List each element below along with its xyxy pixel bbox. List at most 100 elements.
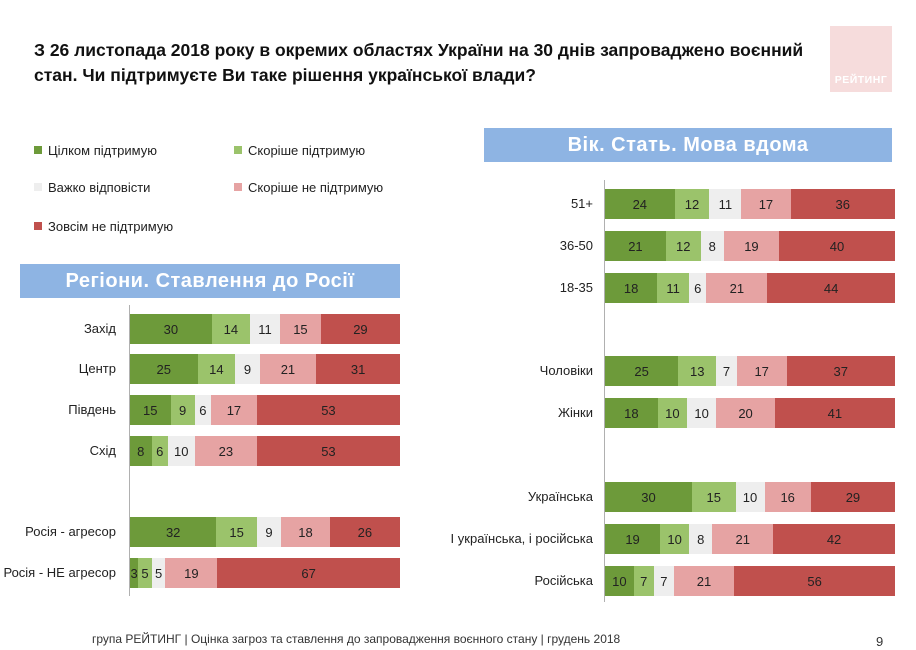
data-label: 42 <box>826 531 842 547</box>
data-label: 10 <box>665 405 680 421</box>
row-label: Захід <box>83 321 116 336</box>
bar-segment: 53 <box>256 395 400 425</box>
data-label: 21 <box>729 280 745 296</box>
bar-segment: 6 <box>689 273 707 303</box>
chart-axis <box>604 180 605 602</box>
bar-segment: 56 <box>734 566 895 596</box>
stacked-bar: 10 7 7 21 56 <box>605 566 895 596</box>
row-label: Схід <box>89 443 116 458</box>
data-label: 67 <box>301 565 316 581</box>
data-label: 8 <box>697 531 705 547</box>
bar-segment: 37 <box>786 356 895 386</box>
bar-segment: 11 <box>709 189 742 219</box>
data-label: 5 <box>154 565 163 581</box>
legend-item: Зовсім не підтримую <box>34 219 173 234</box>
bar-segment: 29 <box>320 314 400 344</box>
data-label: 26 <box>357 524 373 540</box>
data-label: 10 <box>612 573 627 589</box>
data-label: 21 <box>696 573 712 589</box>
row-label: Центр <box>78 361 116 376</box>
data-label: 31 <box>350 361 366 377</box>
bar-segment: 8 <box>130 436 152 466</box>
row-label: Українська <box>527 489 593 504</box>
logo-text: РЕЙТИНГ <box>834 74 888 86</box>
data-label: 14 <box>209 361 224 377</box>
data-label: 53 <box>321 443 336 459</box>
stacked-bar: 21 12 8 19 40 <box>605 231 895 261</box>
data-label: 7 <box>660 573 668 589</box>
legend-item: Важко відповісти <box>34 180 150 195</box>
row-label: 18-35 <box>559 280 593 295</box>
row-label: Жінки <box>557 405 593 420</box>
left-panel-header: Регіони. Ставлення до Росії <box>20 264 400 298</box>
bar-segment: 10 <box>657 398 687 428</box>
data-label: 9 <box>243 361 252 377</box>
bar-segment: 9 <box>235 354 260 384</box>
right-panel-header: Вік. Стать. Мова вдома <box>484 128 892 162</box>
bar-segment: 36 <box>790 189 895 219</box>
data-label: 20 <box>738 405 753 421</box>
bar-segment: 25 <box>605 356 679 386</box>
data-label: 14 <box>223 321 239 337</box>
data-label: 16 <box>780 489 795 505</box>
bar-segment: 14 <box>211 314 250 344</box>
data-label: 25 <box>634 363 649 379</box>
data-label: 41 <box>827 405 843 421</box>
bar-segment: 30 <box>605 482 692 512</box>
legend-swatch <box>34 146 42 154</box>
data-label: 15 <box>706 489 721 505</box>
data-label: 3 <box>130 565 138 581</box>
data-label: 13 <box>690 363 705 379</box>
bar-segment: 5 <box>151 558 166 588</box>
data-label: 23 <box>218 443 234 459</box>
bar-segment: 24 <box>605 189 675 219</box>
bar-segment: 12 <box>665 231 701 261</box>
data-label: 17 <box>758 196 774 212</box>
bar-segment: 10 <box>167 436 195 466</box>
bar-segment: 13 <box>678 356 717 386</box>
data-label: 30 <box>163 321 179 337</box>
bar-segment: 31 <box>316 354 400 384</box>
bar-segment: 40 <box>778 231 895 261</box>
data-label: 17 <box>754 363 769 379</box>
data-label: 6 <box>156 443 164 459</box>
bar-segment: 21 <box>259 354 317 384</box>
stacked-bar: 18 11 6 21 44 <box>605 273 895 303</box>
data-label: 44 <box>823 280 839 296</box>
data-label: 6 <box>694 280 702 296</box>
bar-segment: 8 <box>700 231 724 261</box>
stacked-bar: 30 15 10 16 29 <box>605 482 895 512</box>
bar-segment: 19 <box>723 231 779 261</box>
data-label: 9 <box>179 402 187 418</box>
chart-axis <box>129 305 130 596</box>
data-label: 29 <box>353 321 368 337</box>
legend-swatch <box>234 146 242 154</box>
bar-segment: 21 <box>673 566 735 596</box>
row-label: 51+ <box>570 196 593 211</box>
bar-segment: 7 <box>653 566 674 596</box>
bar-segment: 30 <box>130 314 212 344</box>
legend-swatch <box>234 183 242 191</box>
bar-segment: 23 <box>194 436 257 466</box>
data-label: 11 <box>258 321 272 337</box>
stacked-bar: 8 6 10 23 53 <box>130 436 400 466</box>
bar-segment: 10 <box>660 524 690 554</box>
data-label: 7 <box>722 363 731 379</box>
data-label: 40 <box>829 238 845 254</box>
data-label: 53 <box>321 402 336 418</box>
bar-segment: 6 <box>194 395 211 425</box>
data-label: 19 <box>744 238 759 254</box>
bar-segment: 25 <box>130 354 198 384</box>
row-label: Чоловіки <box>539 363 593 378</box>
rating-logo: РЕЙТИНГ <box>830 26 892 92</box>
bar-segment: 11 <box>249 314 280 344</box>
bar-segment: 29 <box>810 482 895 512</box>
stacked-bar: 32 15 9 18 26 <box>130 517 400 547</box>
bar-segment: 15 <box>130 395 171 425</box>
data-label: 21 <box>735 531 750 547</box>
bar-segment: 7 <box>633 566 654 596</box>
bar-segment: 67 <box>217 558 400 588</box>
data-label: 18 <box>624 405 639 421</box>
data-label: 15 <box>229 524 244 540</box>
row-label: Російська <box>534 573 593 588</box>
